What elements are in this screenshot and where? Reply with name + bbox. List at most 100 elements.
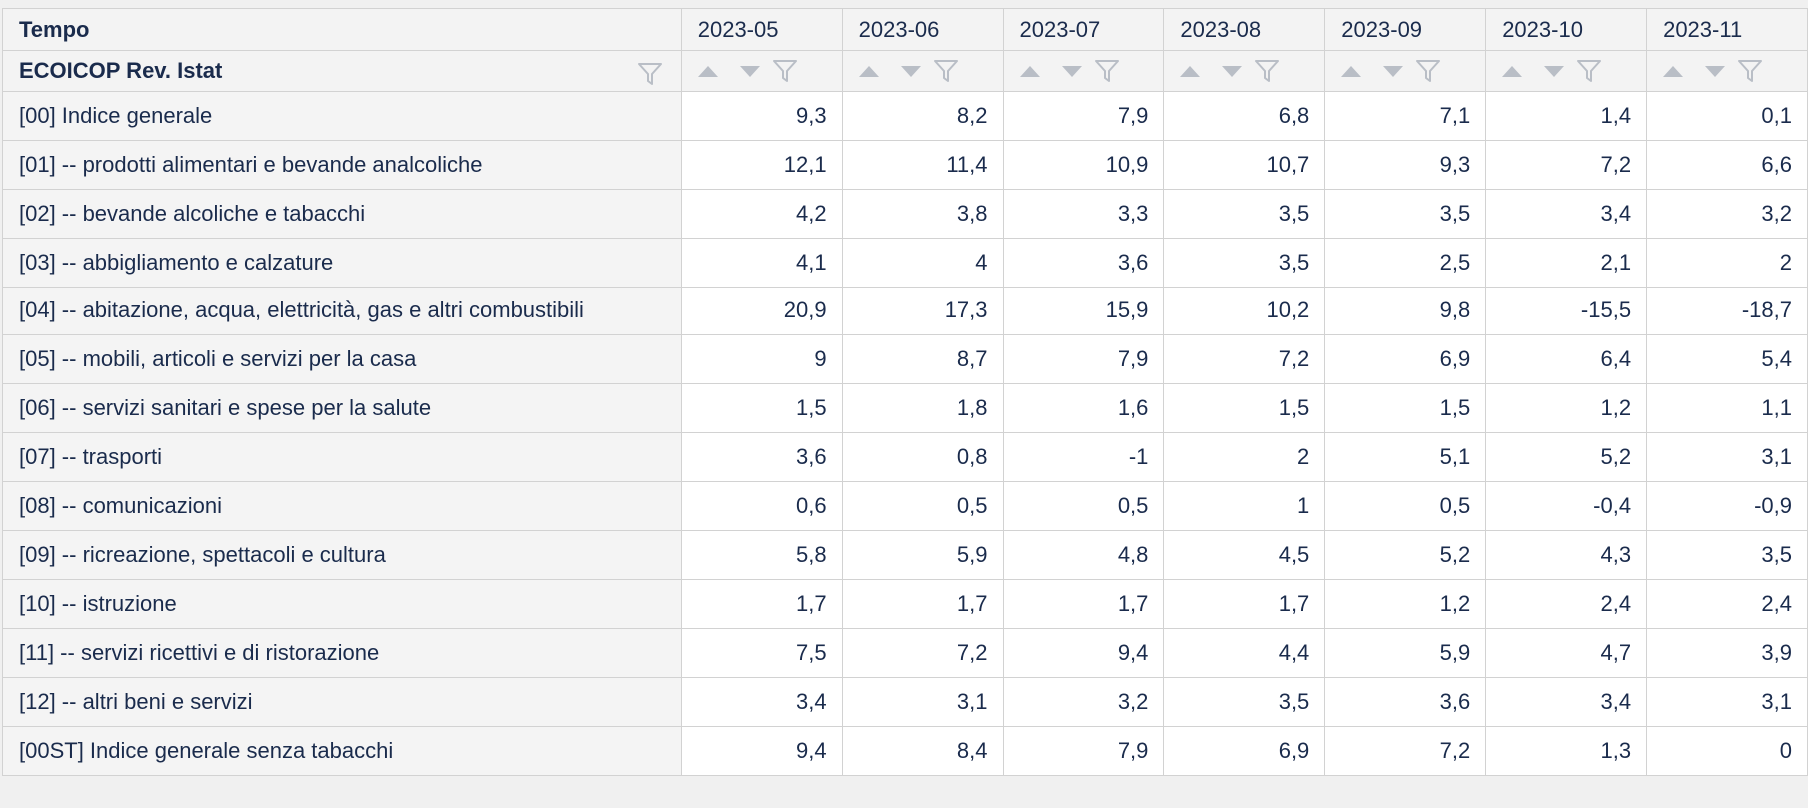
table-cell: 8,4: [841, 726, 1004, 776]
table-cell: 7,9: [1002, 91, 1165, 141]
column-header-2023-07: 2023-07: [1002, 8, 1165, 51]
table-cell: 5,2: [1485, 432, 1648, 482]
table-cell: 3,1: [841, 677, 1004, 727]
table-cell: 3,6: [1324, 677, 1487, 727]
row-label: [01] -- prodotti alimentari e bevande an…: [2, 140, 682, 190]
table-cell: 4,5: [1163, 530, 1326, 580]
table-cell: -0,9: [1646, 481, 1808, 531]
table-cell: 1,5: [680, 383, 843, 433]
table-cell: -15,5: [1485, 287, 1648, 335]
row-label: [02] -- bevande alcoliche e tabacchi: [2, 189, 682, 239]
triangle-down-icon[interactable]: [900, 65, 921, 77]
triangle-up-icon[interactable]: [1341, 65, 1362, 77]
table-cell: 10,2: [1163, 287, 1326, 335]
table-cell: 1,6: [1002, 383, 1165, 433]
table-cell: 7,2: [1485, 140, 1648, 190]
ecoicop-dimension-label: ECOICOP Rev. Istat: [19, 58, 223, 83]
table-cell: -0,4: [1485, 481, 1648, 531]
table-cell: 1,2: [1485, 383, 1648, 433]
triangle-up-icon[interactable]: [1019, 65, 1040, 77]
table-cell: 6,9: [1163, 726, 1326, 776]
table-cell: 6,4: [1485, 334, 1648, 384]
column-controls-group: [843, 58, 1003, 84]
triangle-up-icon[interactable]: [1663, 65, 1684, 77]
table-cell: 4,3: [1485, 530, 1648, 580]
table-cell: 1,1: [1646, 383, 1808, 433]
triangle-down-icon[interactable]: [1705, 65, 1726, 77]
triangle-up-icon[interactable]: [1180, 65, 1201, 77]
table-cell: 2,4: [1646, 579, 1808, 629]
row-label: [05] -- mobili, articoli e servizi per l…: [2, 334, 682, 384]
table-cell: 1,7: [841, 579, 1004, 629]
table-cell: 15,9: [1002, 287, 1165, 335]
table-cell: 3,1: [1646, 432, 1808, 482]
row-label: [07] -- trasporti: [2, 432, 682, 482]
column-header-2023-08: 2023-08: [1163, 8, 1326, 51]
table-cell: 6,9: [1324, 334, 1487, 384]
table-row: [02] -- bevande alcoliche e tabacchi 4,2 3…: [2, 189, 1808, 239]
funnel-icon[interactable]: [933, 58, 959, 84]
table-cell: 1,3: [1485, 726, 1648, 776]
funnel-icon[interactable]: [637, 61, 663, 93]
triangle-down-icon[interactable]: [1383, 65, 1404, 77]
table-cell: 4,8: [1002, 530, 1165, 580]
column-controls-group: [1647, 58, 1807, 84]
table-cell: 2,1: [1485, 238, 1648, 288]
triangle-up-icon[interactable]: [697, 65, 718, 77]
table-cell: 1,8: [841, 383, 1004, 433]
table-cell: 7,1: [1324, 91, 1487, 141]
table-cell: 2,4: [1485, 579, 1648, 629]
table-cell: 9,3: [1324, 140, 1487, 190]
table-cell: 7,2: [841, 628, 1004, 678]
table-row: [09] -- ricreazione, spettacoli e cultur…: [2, 530, 1808, 580]
table-cell: -18,7: [1646, 287, 1808, 335]
column-controls-group: [1325, 58, 1485, 84]
table-cell: 1,4: [1485, 91, 1648, 141]
column-controls-2023-07: [1002, 50, 1165, 92]
funnel-icon[interactable]: [1254, 58, 1280, 84]
triangle-up-icon[interactable]: [858, 65, 879, 77]
table-row: [12] -- altri beni e servizi 3,4 3,1 3,2 3,5…: [2, 677, 1808, 727]
triangle-down-icon[interactable]: [1544, 65, 1565, 77]
table-cell: 9,8: [1324, 287, 1487, 335]
table-cell: 7,9: [1002, 726, 1165, 776]
table-row: [11] -- servizi ricettivi e di ristorazi…: [2, 628, 1808, 678]
table-cell: 20,9: [680, 287, 843, 335]
table-cell: 4,4: [1163, 628, 1326, 678]
column-controls-group: [682, 58, 842, 84]
table-cell: 17,3: [841, 287, 1004, 335]
table-row: [05] -- mobili, articoli e servizi per l…: [2, 334, 1808, 384]
table-cell: 7,2: [1324, 726, 1487, 776]
table-row: [08] -- comunicazioni 0,6 0,5 0,5 1 0,5 -0,4 -0…: [2, 481, 1808, 531]
table-cell: 3,5: [1646, 530, 1808, 580]
table-cell: 9,4: [1002, 628, 1165, 678]
funnel-icon[interactable]: [1094, 58, 1120, 84]
column-controls-group: [1486, 58, 1646, 84]
table-row: [10] -- istruzione 1,7 1,7 1,7 1,7 1,2 2,4 2,4: [2, 579, 1808, 629]
table-cell: 5,1: [1324, 432, 1487, 482]
table-cell: 3,5: [1163, 189, 1326, 239]
funnel-icon[interactable]: [1576, 58, 1602, 84]
funnel-icon[interactable]: [1737, 58, 1763, 84]
table-cell: 1,7: [680, 579, 843, 629]
triangle-down-icon[interactable]: [739, 65, 760, 77]
table-row: [04] -- abitazione, acqua, elettricità, …: [2, 287, 1808, 335]
ecoicop-dimension-header: ECOICOP Rev. Istat: [2, 50, 682, 93]
table-cell: 4: [841, 238, 1004, 288]
table-cell: 7,5: [680, 628, 843, 678]
row-label: [12] -- altri beni e servizi: [2, 677, 682, 727]
row-label: [04] -- abitazione, acqua, elettricità, …: [2, 287, 682, 335]
table-cell: 5,8: [680, 530, 843, 580]
table-cell: 3,4: [680, 677, 843, 727]
table-cell: 5,2: [1324, 530, 1487, 580]
triangle-up-icon[interactable]: [1502, 65, 1523, 77]
triangle-down-icon[interactable]: [1222, 65, 1243, 77]
table-cell: 1,5: [1324, 383, 1487, 433]
table-cell: 3,3: [1002, 189, 1165, 239]
table-cell: 7,2: [1163, 334, 1326, 384]
table-cell: 3,2: [1002, 677, 1165, 727]
funnel-icon[interactable]: [772, 58, 798, 84]
funnel-icon[interactable]: [1415, 58, 1441, 84]
table-cell: 1,5: [1163, 383, 1326, 433]
triangle-down-icon[interactable]: [1061, 65, 1082, 77]
